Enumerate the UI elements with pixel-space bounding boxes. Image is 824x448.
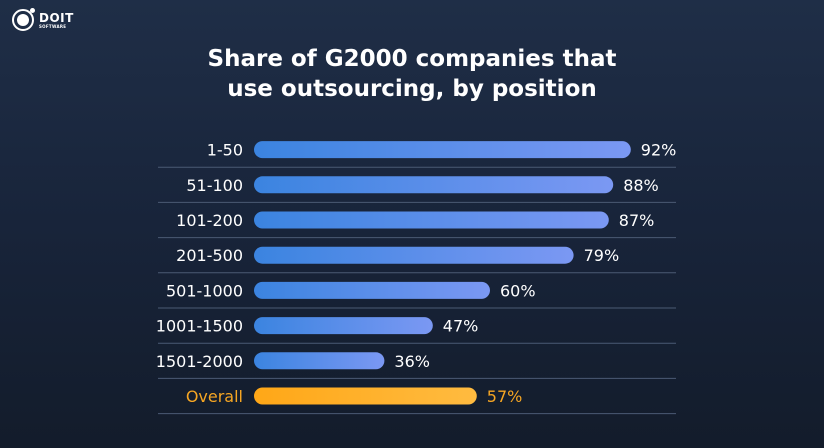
- logo-sub: SOFTWARE: [39, 23, 67, 29]
- category-label: 51-100: [186, 176, 243, 195]
- logo-main: DOIT: [39, 10, 74, 25]
- bar: [254, 176, 614, 194]
- bar: [254, 387, 477, 405]
- value-label: 57%: [487, 387, 523, 406]
- value-label: 88%: [623, 176, 659, 195]
- category-label: 1001-1500: [156, 317, 243, 336]
- bar: [254, 281, 490, 299]
- bar: [254, 317, 433, 335]
- value-label: 47%: [443, 317, 479, 336]
- value-label: 92%: [641, 141, 677, 160]
- category-label: 1-50: [207, 141, 243, 160]
- chart-title: Share of G2000 companies that use outsou…: [0, 44, 824, 104]
- category-label: 201-500: [176, 246, 243, 265]
- category-label: 1501-2000: [156, 352, 243, 371]
- logo: DOIT SOFTWARE: [12, 8, 74, 31]
- bar: [254, 211, 609, 229]
- value-label: 87%: [619, 211, 655, 230]
- chart-title-line-2: use outsourcing, by position: [227, 76, 597, 102]
- bar: [254, 246, 574, 264]
- bar: [254, 352, 385, 370]
- value-label: 79%: [584, 246, 620, 265]
- value-label: 60%: [500, 281, 536, 300]
- chart-title-line-1: Share of G2000 companies that: [207, 46, 617, 72]
- logo-icon: [12, 8, 35, 31]
- bar: [254, 141, 631, 159]
- category-label: 501-1000: [166, 281, 243, 300]
- category-label: 101-200: [176, 211, 243, 230]
- category-label: Overall: [186, 387, 243, 406]
- value-label: 36%: [394, 352, 430, 371]
